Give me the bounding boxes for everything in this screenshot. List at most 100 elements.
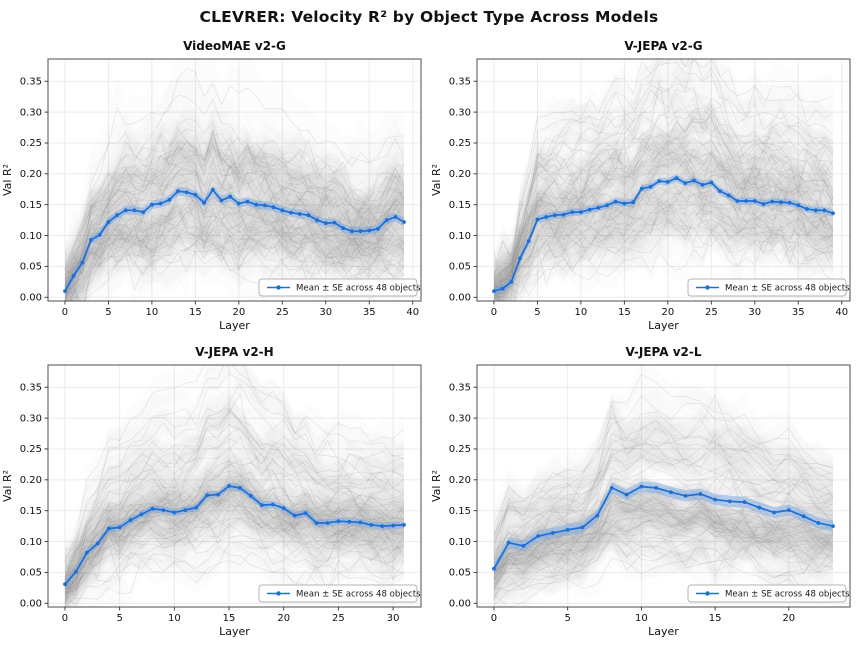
svg-text:40: 40	[406, 307, 419, 318]
x-axis-label: Layer	[219, 625, 250, 638]
svg-text:0.00: 0.00	[449, 598, 471, 609]
x-axis-label: Layer	[648, 625, 679, 638]
axes-spines	[47, 58, 422, 302]
gridlines	[48, 365, 421, 607]
subplot-vjepa-v2-l: V-JEPA v2-L 0 5 10 15 20 0.00 0.05 0.10 0.15 0.20…	[429, 340, 858, 646]
legend-label: Mean ± SE across 48 objects	[725, 589, 850, 599]
svg-text:25: 25	[276, 307, 289, 318]
svg-text:0.00: 0.00	[449, 292, 471, 303]
object-lines	[64, 67, 405, 301]
y-axis-label: Val R²	[1, 470, 14, 502]
svg-text:0.05: 0.05	[20, 568, 42, 579]
svg-text:0.20: 0.20	[20, 475, 42, 486]
legend-label: Mean ± SE across 48 objects	[296, 283, 421, 293]
mean-markers	[63, 484, 406, 587]
axes-spines	[476, 364, 851, 608]
svg-text:15: 15	[618, 307, 631, 318]
object-lines	[493, 59, 834, 301]
legend-marker	[276, 591, 281, 596]
svg-text:40: 40	[835, 307, 848, 318]
legend-label: Mean ± SE across 48 objects	[296, 589, 421, 599]
line-chart-vjepa-v2-l: 0 5 10 15 20 0.00 0.05 0.10 0.15 0.20 0.25 0.30 0.35…	[429, 359, 858, 643]
mean-markers	[492, 176, 835, 293]
svg-text:30: 30	[748, 307, 761, 318]
subplot-title-vjepa-v2-l: V-JEPA v2-L	[625, 345, 702, 359]
svg-text:0.30: 0.30	[20, 107, 42, 118]
svg-text:0.25: 0.25	[20, 444, 42, 455]
subplot-title-vjepa-v2-g: V-JEPA v2-G	[624, 39, 703, 53]
svg-text:20: 20	[782, 613, 795, 624]
svg-text:0.20: 0.20	[449, 169, 471, 180]
subplot-videomae-v2-g: VideoMAE v2-G 0 5 10 15 20 25 30 35 40 0.00 0.05 0.…	[0, 34, 429, 340]
gridlines	[48, 59, 421, 301]
legend: Mean ± SE across 48 objects	[258, 278, 421, 297]
svg-text:10: 10	[575, 307, 588, 318]
svg-text:0.35: 0.35	[449, 76, 471, 87]
svg-text:0.00: 0.00	[20, 292, 42, 303]
y-axis-label: Val R²	[1, 164, 14, 196]
svg-text:5: 5	[564, 613, 570, 624]
svg-text:0.15: 0.15	[20, 200, 42, 211]
legend-marker	[705, 285, 710, 290]
svg-text:5: 5	[116, 613, 122, 624]
figure-title: CLEVRER: Velocity R² by Object Type Acro…	[199, 8, 659, 26]
svg-text:35: 35	[792, 307, 805, 318]
mean-line	[64, 188, 405, 292]
svg-text:0.35: 0.35	[449, 382, 471, 393]
y-axis-label: Val R²	[430, 470, 443, 502]
legend: Mean ± SE across 48 objects	[687, 584, 850, 603]
svg-text:0.20: 0.20	[20, 169, 42, 180]
svg-text:0: 0	[491, 307, 497, 318]
svg-text:30: 30	[387, 613, 400, 624]
svg-text:0.10: 0.10	[449, 231, 471, 242]
svg-text:20: 20	[277, 613, 290, 624]
gridlines	[477, 59, 850, 301]
axis-ticks: 0 5 10 15 20 25 30 35 40 0.00 0.05 0.10 0.15 0.20 0.25…	[449, 76, 848, 318]
mean-markers	[492, 484, 835, 571]
axes-spines	[47, 364, 422, 608]
svg-text:20: 20	[232, 307, 245, 318]
legend-marker	[276, 285, 281, 290]
svg-text:0.35: 0.35	[20, 76, 42, 87]
svg-text:0.35: 0.35	[20, 382, 42, 393]
mean-markers	[63, 188, 406, 293]
svg-text:35: 35	[363, 307, 376, 318]
svg-text:20: 20	[661, 307, 674, 318]
svg-text:10: 10	[146, 307, 159, 318]
svg-text:0.15: 0.15	[20, 506, 42, 517]
line-chart-vjepa-v2-g: 0 5 10 15 20 25 30 35 40 0.00 0.05 0.10 0.15 0.20 0.25…	[429, 53, 858, 337]
svg-text:25: 25	[332, 613, 345, 624]
svg-text:0.25: 0.25	[449, 444, 471, 455]
legend: Mean ± SE across 48 objects	[258, 584, 421, 603]
svg-text:0.30: 0.30	[20, 413, 42, 424]
subplot-grid: VideoMAE v2-G 0 5 10 15 20 25 30 35 40 0.00 0.05 0.…	[0, 34, 858, 646]
mean-se-band	[494, 174, 833, 295]
axis-ticks: 0 5 10 15 20 25 30 0.00 0.05 0.10 0.15 0.20 0.25 0.30…	[20, 382, 400, 624]
y-axis-label: Val R²	[430, 164, 443, 196]
x-axis-label: Layer	[648, 319, 679, 332]
svg-text:25: 25	[705, 307, 718, 318]
svg-text:0.10: 0.10	[20, 537, 42, 548]
subplot-title-videomae-v2-g: VideoMAE v2-G	[183, 39, 286, 53]
subplot-vjepa-v2-g: V-JEPA v2-G 0 5 10 15 20 25 30 35 40 0.00 0.05 0.10…	[429, 34, 858, 340]
svg-text:0.20: 0.20	[449, 475, 471, 486]
svg-text:0: 0	[62, 613, 68, 624]
subplot-title-vjepa-v2-h: V-JEPA v2-H	[195, 345, 274, 359]
svg-text:0.15: 0.15	[449, 200, 471, 211]
svg-text:0.05: 0.05	[449, 262, 471, 273]
line-chart-videomae-v2-g: 0 5 10 15 20 25 30 35 40 0.00 0.05 0.10 0.15 0.20 0.25…	[0, 53, 429, 337]
axes-spines	[476, 58, 851, 302]
svg-text:0.25: 0.25	[20, 138, 42, 149]
legend: Mean ± SE across 48 objects	[687, 278, 850, 297]
svg-text:10: 10	[635, 613, 648, 624]
svg-text:0.25: 0.25	[449, 138, 471, 149]
subplot-vjepa-v2-h: V-JEPA v2-H 0 5 10 15 20 25 30 0.00 0.05 0.10 0.15…	[0, 340, 429, 646]
svg-text:0.00: 0.00	[20, 598, 42, 609]
svg-text:15: 15	[709, 613, 722, 624]
svg-text:0.15: 0.15	[449, 506, 471, 517]
svg-text:5: 5	[105, 307, 111, 318]
svg-text:30: 30	[319, 307, 332, 318]
svg-text:15: 15	[189, 307, 202, 318]
svg-text:0.10: 0.10	[449, 537, 471, 548]
